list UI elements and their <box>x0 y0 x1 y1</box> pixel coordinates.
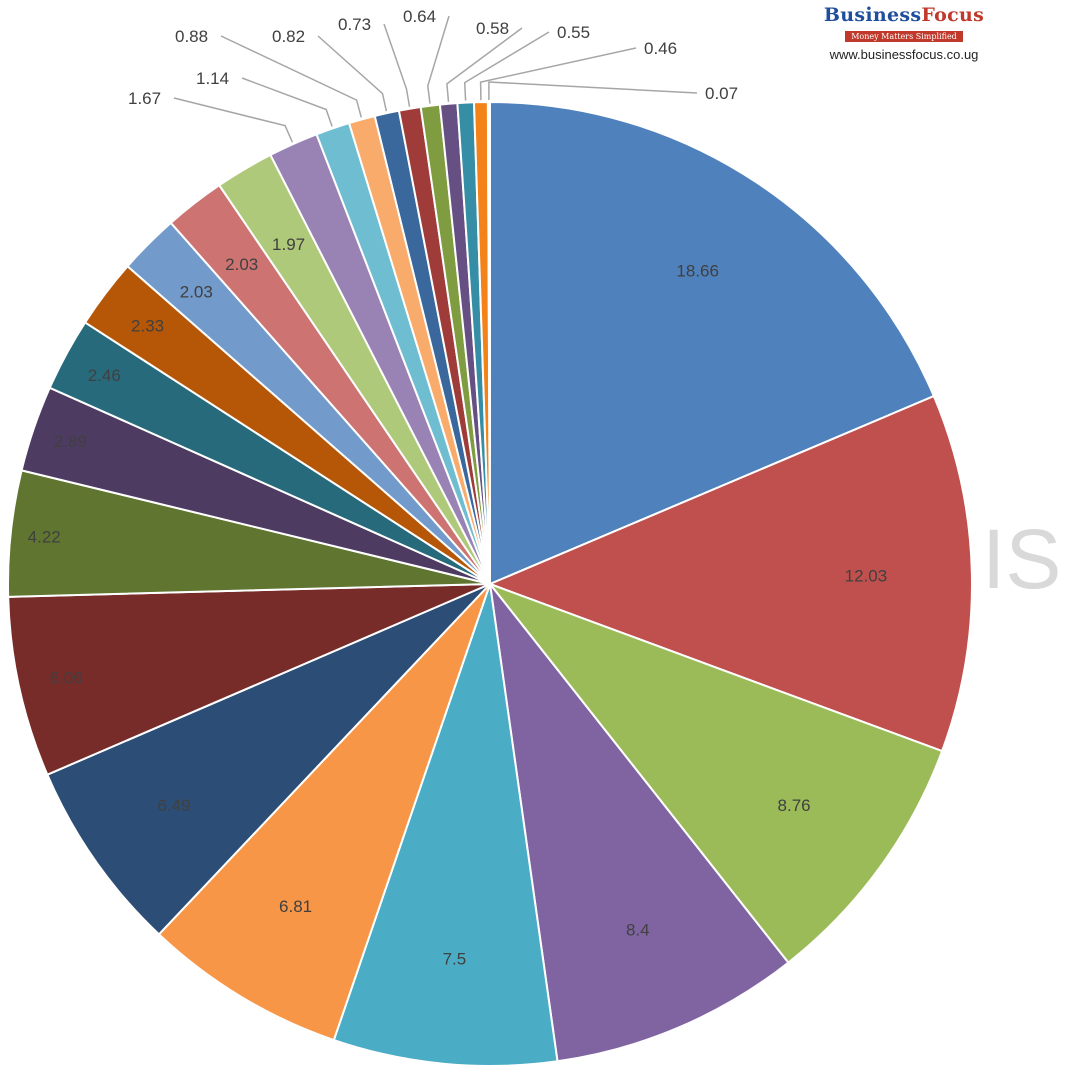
slice-label-5: 7.5 <box>443 949 467 968</box>
leader-line-20 <box>383 23 411 107</box>
slice-label-19: 0.82 <box>272 27 305 46</box>
slice-labels: 18.66 12.03 8.76 8.4 7.5 6.81 6.49 6.06 4.22 2.89… <box>28 7 888 968</box>
slice-label-8: 6.06 <box>50 668 83 687</box>
leader-line-19 <box>317 35 388 112</box>
leader-line-18 <box>220 35 363 118</box>
slice-label-3: 8.76 <box>778 796 811 815</box>
pie-slice-5 <box>332 583 559 1067</box>
pie-slice-7 <box>46 583 491 936</box>
slice-label-6: 6.81 <box>279 897 312 916</box>
slice-label-25: 0.07 <box>705 84 738 103</box>
leader-line-16 <box>173 97 294 143</box>
slice-label-14: 2.03 <box>225 255 258 274</box>
leader-line-25 <box>488 81 698 100</box>
pie-slice-3 <box>487 581 944 965</box>
logo-tagline: Money Matters Simplified <box>845 31 963 42</box>
slice-label-24: 0.46 <box>644 39 677 58</box>
slice-label-15: 1.97 <box>272 235 305 254</box>
watermark-text: IS <box>982 512 1061 606</box>
slice-label-2: 12.03 <box>845 566 888 585</box>
pie-slice-2 <box>487 394 973 753</box>
slice-label-23: 0.55 <box>557 23 590 42</box>
leader-line-21 <box>427 15 450 104</box>
logo-name-part2: Focus <box>921 4 985 26</box>
pie-slice-25 <box>486 100 491 585</box>
logo-name-part1: Business <box>823 4 922 26</box>
slice-label-22: 0.58 <box>476 19 509 38</box>
leader-line-23 <box>463 31 550 101</box>
leader-line-24 <box>479 47 637 101</box>
leader-lines <box>173 15 698 143</box>
pie-slice-8 <box>7 583 491 776</box>
slice-label-1: 18.66 <box>676 262 719 281</box>
businessfocus-logo: BusinessFocus Money Matters Simplified w… <box>814 4 994 62</box>
slice-label-9: 4.22 <box>28 528 61 547</box>
slice-label-7: 6.49 <box>157 796 190 815</box>
slice-label-11: 2.46 <box>88 366 121 385</box>
pie-slices <box>7 100 973 1067</box>
slice-label-13: 2.03 <box>180 283 213 302</box>
slice-label-17: 1.14 <box>196 69 229 88</box>
slice-label-12: 2.33 <box>131 317 164 336</box>
slice-label-16: 1.67 <box>128 89 161 108</box>
slice-label-4: 8.4 <box>626 921 650 940</box>
leader-line-17 <box>241 77 333 127</box>
pie-slice-6 <box>157 583 491 1042</box>
slice-label-18: 0.88 <box>175 27 208 46</box>
logo-name: BusinessFocus <box>814 4 994 26</box>
leader-line-22 <box>446 27 523 102</box>
pie-slice-1 <box>489 100 936 586</box>
slice-label-20: 0.73 <box>338 15 371 34</box>
pie-slice-4 <box>488 580 790 1063</box>
slice-label-21: 0.64 <box>403 7 436 26</box>
logo-url: www.businessfocus.co.ug <box>829 47 979 62</box>
slice-label-10: 2.89 <box>54 432 87 451</box>
